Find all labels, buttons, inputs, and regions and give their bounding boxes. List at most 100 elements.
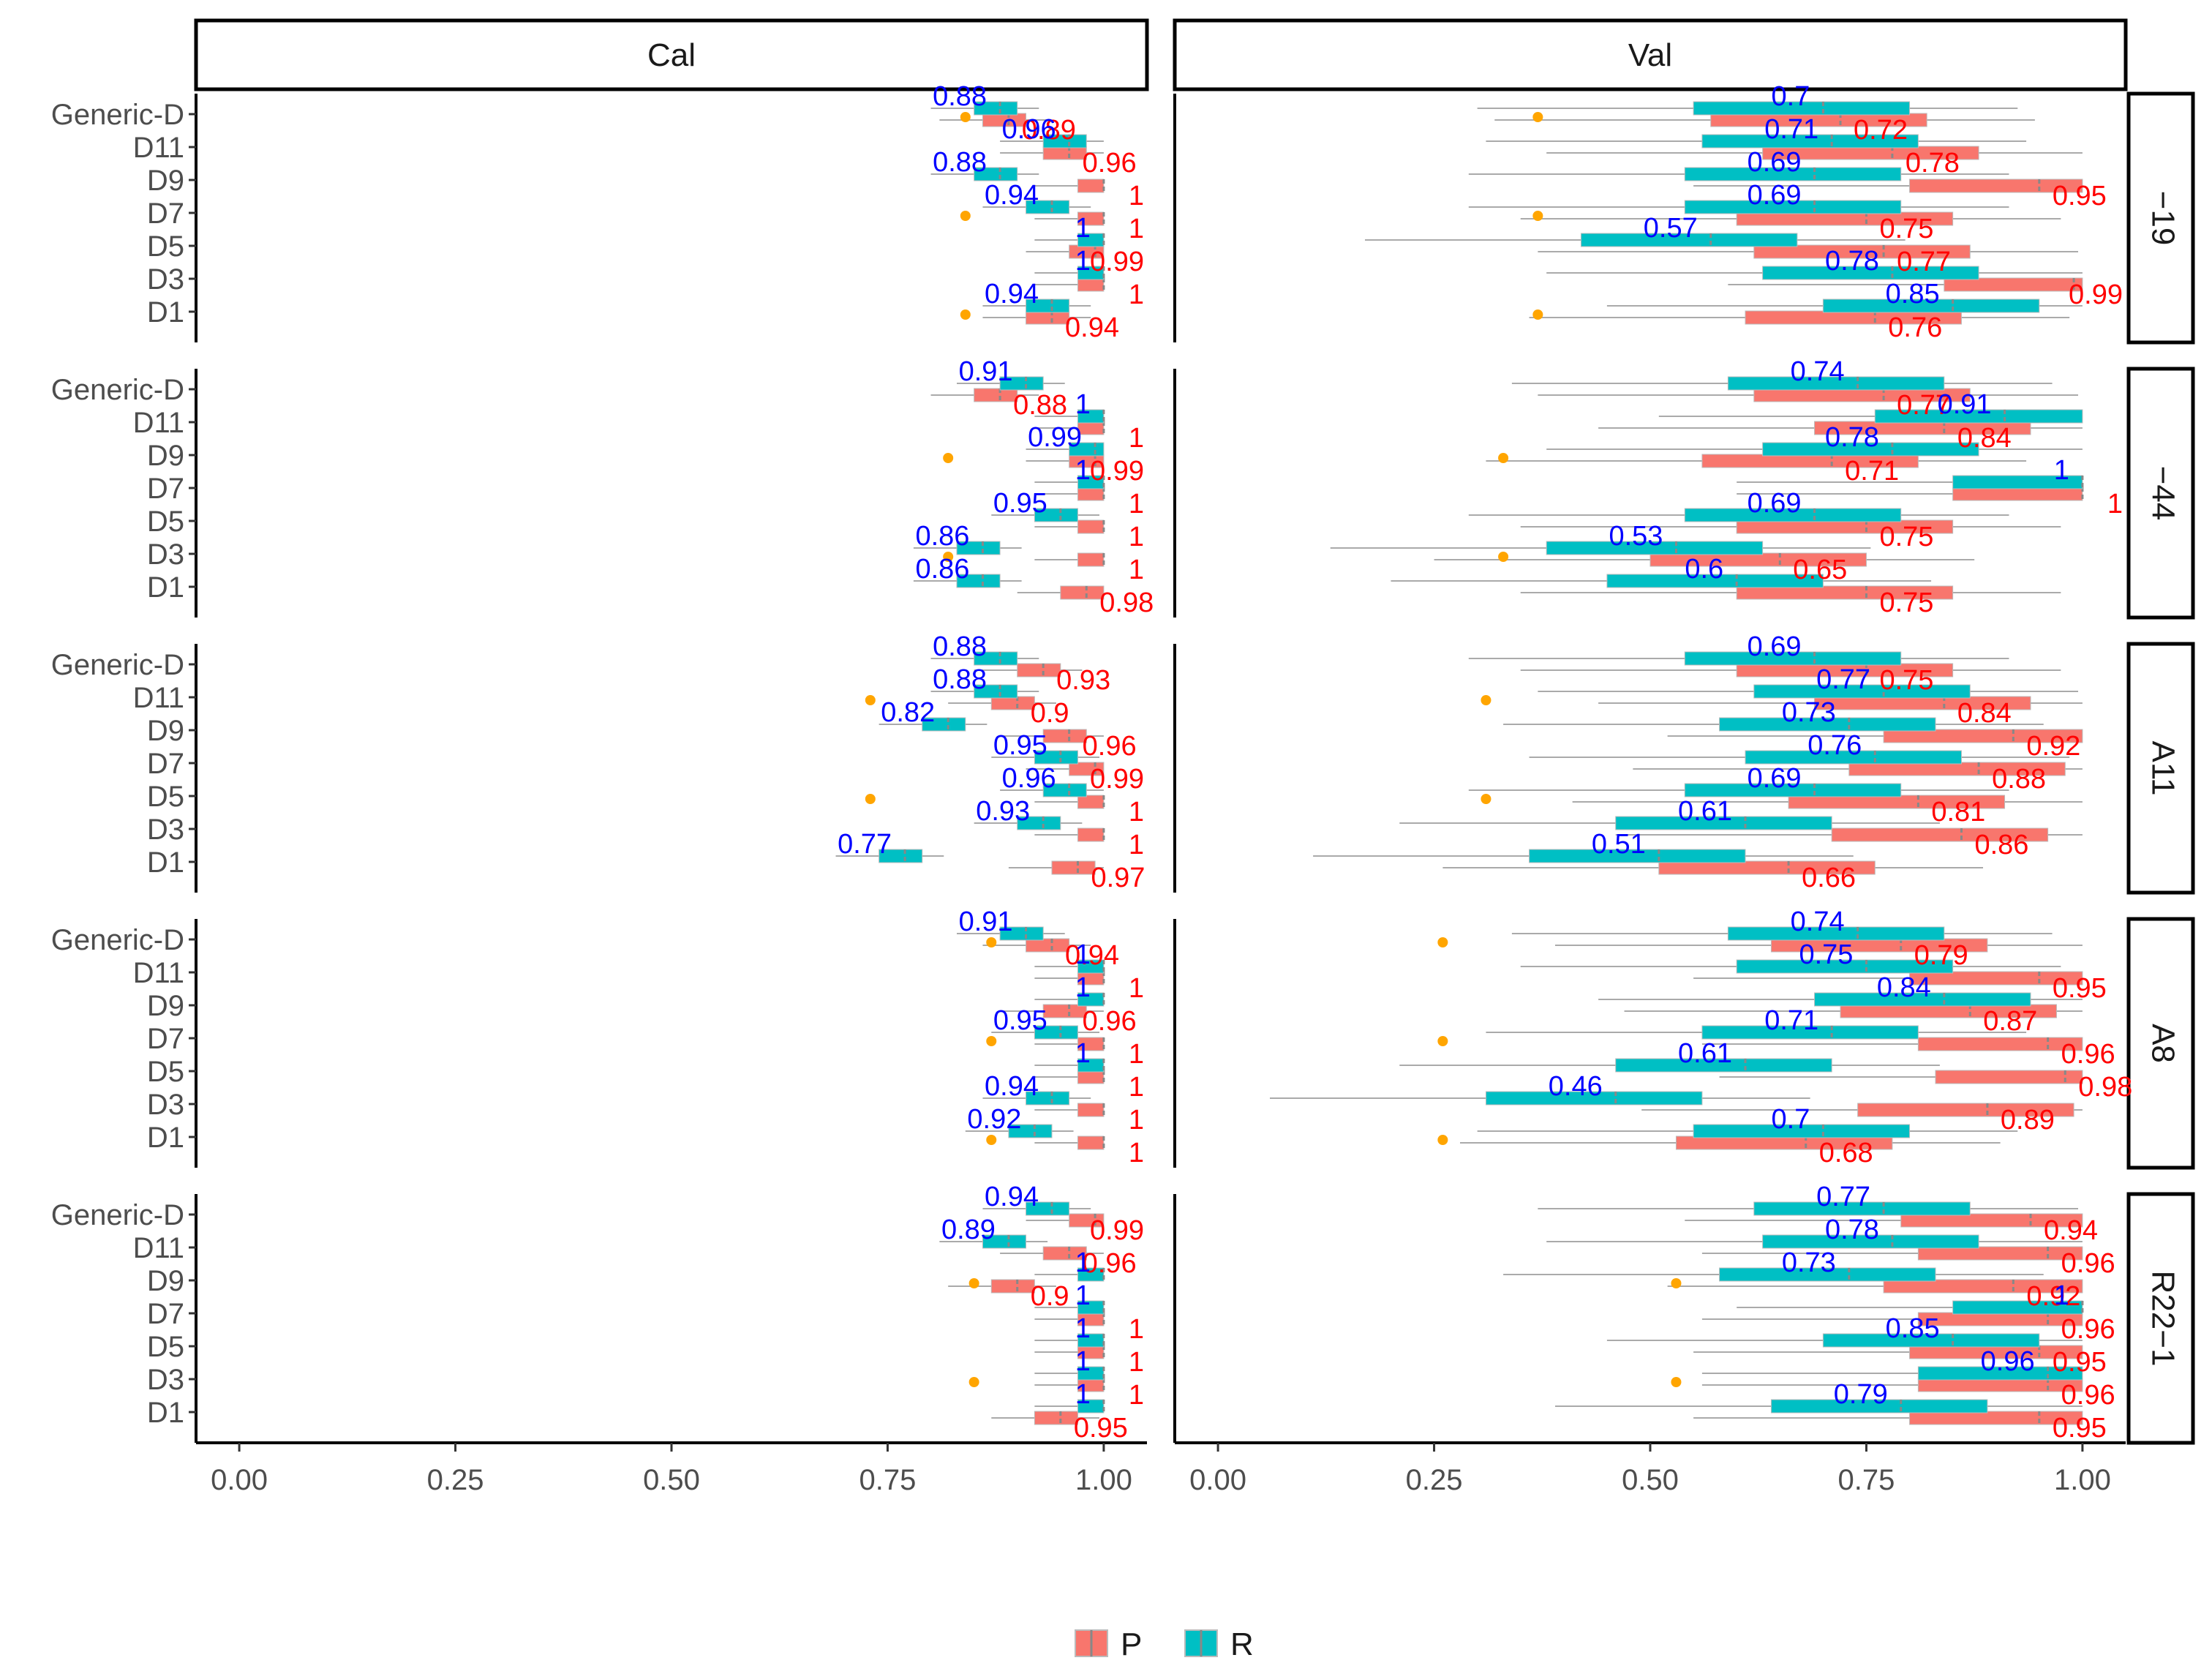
box-P [1042,729,1087,743]
value-label-P: 0.88 [1013,390,1067,421]
value-label-R: 0.88 [933,664,987,695]
y-tick-label: D5 [147,506,184,538]
box-R [1952,1300,2083,1315]
value-label-R: 0.96 [1981,1346,2035,1377]
value-label-P: 1 [1129,973,1144,1004]
outlier-point [943,552,954,562]
value-label-P: 1 [1129,279,1144,310]
value-label-P: 0.68 [1819,1138,1873,1168]
strip-label-val: Val [1628,37,1672,73]
box-R [1770,1399,1988,1414]
outlier-point [1481,794,1491,804]
box-R [1546,541,1764,555]
outlier-point [1437,1135,1448,1145]
value-label-R: 0.74 [1791,356,1845,387]
outlier-point [960,112,971,122]
box-R [1034,508,1078,522]
value-label-P: 0.9 [1031,1281,1069,1312]
value-label-P: 1 [1129,830,1144,860]
x-tick-label: 0.00 [1189,1464,1246,1496]
value-label-P: 0.96 [1083,731,1137,762]
y-tick-label: D9 [147,990,184,1022]
box-R [1026,1201,1070,1216]
y-tick-label: Generic-D [51,374,184,406]
box-R [1701,1025,1919,1040]
box-P [1077,519,1105,534]
y-tick-label: D7 [147,1023,184,1055]
box-P [1883,1279,2083,1294]
box-R [1042,134,1087,149]
value-label-P: 0.95 [2053,1347,2107,1378]
value-label-R: 0.95 [993,1005,1047,1036]
y-tick-label: D1 [147,571,184,604]
box-R [1684,508,1902,522]
value-label-P: 0.72 [1854,115,1908,146]
box-P [1917,1378,2083,1392]
box-R [1745,750,1962,765]
y-tick-label: D11 [133,407,184,439]
y-tick-label: D11 [133,957,184,989]
value-label-R: 0.53 [1609,521,1663,552]
value-label-R: 1 [1075,972,1091,1003]
value-label-P: 1 [1129,181,1144,211]
value-label-P: 0.96 [2061,1314,2115,1345]
y-tick-label: Generic-D [51,1199,184,1231]
value-label-P: 0.65 [1793,555,1847,585]
value-label-P: 0.75 [1879,665,1933,696]
box-R [1077,1399,1105,1414]
box-R [1077,475,1105,489]
y-tick-label: D9 [147,1265,184,1297]
outlier-point [1671,1278,1682,1288]
marks-layer [835,101,2084,1425]
box-R [1485,1091,1703,1106]
box-P [1658,860,1876,875]
value-label-R: 0.82 [881,697,935,728]
y-tick-label: D9 [147,440,184,472]
value-label-R: 0.73 [1782,1247,1836,1278]
box-P [1077,179,1105,193]
row-strip-0 [2126,91,2195,345]
box-R [1026,200,1070,214]
box-R [1762,1234,1979,1249]
box-P [1952,487,2083,501]
value-label-P: 0.99 [1090,456,1144,487]
y-tick-label: D7 [147,198,184,230]
value-label-R: 1 [1075,939,1091,970]
box-R [1701,134,1919,149]
box-R [1077,409,1105,424]
box-R [1762,442,1979,457]
strip-val [1173,18,2128,91]
y-tick-label: D5 [147,230,184,263]
value-label-P: 1 [1129,214,1144,244]
box-R [1753,684,1971,699]
value-label-P: 0.97 [1091,863,1145,893]
value-label-P: 0.99 [1090,247,1144,277]
box-R [1615,1058,1832,1073]
value-label-P: 0.92 [2026,1281,2080,1312]
value-label-R: 1 [1075,1313,1091,1344]
value-label-P: 0.84 [1957,698,2012,729]
value-label-R: 0.69 [1748,180,1802,211]
value-label-P: 0.96 [2061,1380,2115,1411]
box-R [879,849,923,863]
value-label-R: 0.86 [915,521,969,552]
outlier-point [1498,453,1509,463]
box-R [1077,1366,1105,1381]
outlier-point [1437,1036,1448,1046]
outlier-point [968,1278,979,1288]
box-R [1077,1300,1105,1315]
y-tick-label: D11 [133,682,184,714]
strip-cal [194,18,1149,91]
y-tick-label: D11 [133,132,184,164]
value-label-P: 1 [1129,797,1144,827]
row-strip-label-1: −44 [2145,466,2181,521]
x-tick-label: 0.50 [643,1464,700,1496]
box-R [999,926,1044,941]
box-R [1753,1201,1971,1216]
value-label-R: 1 [1075,213,1091,244]
outlier-point [1437,937,1448,947]
value-label-R: 0.96 [1002,114,1056,145]
box-R [1952,475,2083,489]
y-tick-label: D7 [147,473,184,505]
